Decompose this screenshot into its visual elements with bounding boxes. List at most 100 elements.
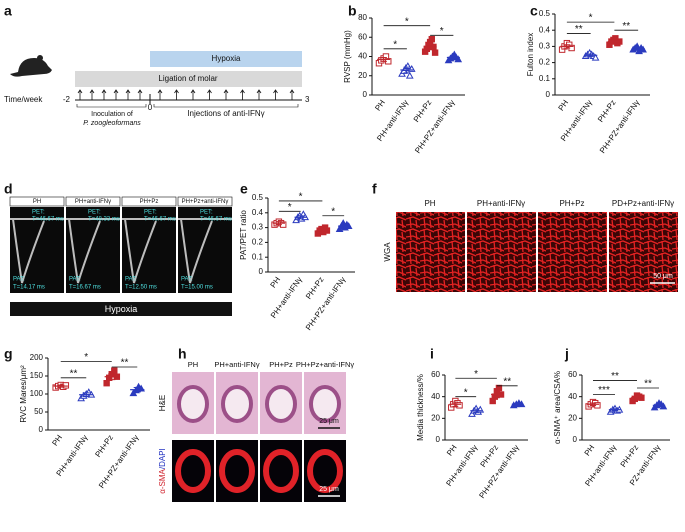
error-bar <box>587 53 594 58</box>
y-tick-label: 50 <box>34 407 43 416</box>
time-tick: -2 <box>63 95 71 104</box>
error-bar <box>589 402 597 407</box>
y-tick-label: 60 <box>358 32 367 41</box>
significance-label: *** <box>598 385 610 396</box>
image-title: PH <box>188 360 198 369</box>
error-bar <box>297 215 304 220</box>
x-tick-label: PH+Pz <box>93 433 115 459</box>
mouse-ear <box>37 55 43 61</box>
y-tick-label: 0.4 <box>539 25 551 34</box>
x-tick-label: PH <box>50 433 64 447</box>
error-bar <box>319 228 326 233</box>
data-point <box>454 55 463 63</box>
ligation-label: Ligation of molar <box>158 74 217 83</box>
data-point <box>468 409 476 417</box>
echo-image <box>10 207 64 293</box>
x-tick-label: PH <box>556 98 570 112</box>
significance-label: * <box>288 202 292 213</box>
hypoxia-bar <box>150 51 302 67</box>
y-tick-label: 40 <box>431 392 440 401</box>
y-tick-label: 0 <box>39 425 44 434</box>
hypoxia-band-label: Hypoxia <box>105 304 138 314</box>
significance-label: ** <box>622 21 630 32</box>
data-point <box>456 402 463 409</box>
significance-label: * <box>331 206 335 217</box>
x-tick-label: PH <box>373 98 387 112</box>
y-tick-label: 0 <box>363 90 368 99</box>
panel-letter: e <box>240 181 248 197</box>
y-tick-label: 100 <box>30 389 44 398</box>
image-title: PH <box>424 199 435 208</box>
data-point <box>428 35 435 43</box>
arrow <box>77 89 83 100</box>
pet-label: PET: <box>144 210 157 216</box>
title-box <box>65 196 121 207</box>
arrow <box>223 89 229 100</box>
y-tick-label: 200 <box>30 353 44 362</box>
pat-label: PAT: <box>181 277 193 283</box>
x-tick-label: PH+Pz <box>412 98 434 124</box>
pat-value: T=15.00 ms <box>181 285 213 291</box>
arrow <box>289 89 295 100</box>
arrow <box>101 89 107 100</box>
arrow <box>256 89 262 100</box>
image-title: PH+anti-IFNγ <box>477 199 525 208</box>
error-bar <box>611 408 619 412</box>
significance-label: * <box>440 26 444 37</box>
y-tick-label: 0 <box>259 267 264 276</box>
he-vessel <box>221 385 253 423</box>
significance-label: * <box>405 16 409 27</box>
scale-label: 25 μm <box>319 418 339 425</box>
significance-label: * <box>84 352 88 363</box>
wga-image <box>396 212 465 292</box>
error-bar <box>403 66 411 74</box>
pet-value: T=46.67 ms <box>144 217 176 223</box>
image-title: PH+Pz <box>559 199 584 208</box>
error-bar <box>426 43 434 51</box>
x-tick-label: PH <box>445 443 459 457</box>
data-point <box>103 380 110 387</box>
y-axis-label: RVC Mares/μm² <box>19 365 28 423</box>
arrow <box>137 89 143 100</box>
pat-value: T=12.50 ms <box>125 285 157 291</box>
panel-letter: a <box>4 3 12 19</box>
y-tick-label: 0.5 <box>539 9 551 18</box>
ligation-bar <box>75 71 302 87</box>
y-tick-label: 0.3 <box>539 42 551 51</box>
data-point <box>111 367 118 374</box>
mouse-icon <box>10 58 52 77</box>
error-bar <box>655 403 663 407</box>
significance-label: * <box>299 192 303 203</box>
he-vessel <box>177 385 209 423</box>
y-tick-label: 150 <box>30 371 44 380</box>
y-tick-label: 0.1 <box>539 74 551 83</box>
wga-image <box>609 212 678 292</box>
y-axis-label: Media thickness/% <box>416 374 425 441</box>
data-point <box>591 53 600 61</box>
bracket <box>76 104 147 108</box>
error-bar <box>493 390 500 399</box>
row-label: α-SMA/DAPI <box>158 448 167 494</box>
y-tick-label: 40 <box>358 52 367 61</box>
hypoxia-band <box>10 302 232 316</box>
y-tick-label: 60 <box>568 370 577 379</box>
error-bar <box>380 56 387 62</box>
error-bar <box>341 224 348 229</box>
panel-letter: i <box>430 346 434 362</box>
pet-value: T=46.67 ms <box>200 217 232 223</box>
error-bar <box>633 395 641 400</box>
arrow <box>240 89 245 100</box>
y-tick-label: 40 <box>568 392 577 401</box>
image-title: PH+Pz <box>269 360 293 369</box>
image-title: PD+Pz+anti-IFNγ <box>612 199 674 208</box>
error-bar <box>82 392 90 398</box>
arrow <box>273 89 278 100</box>
inoculation: P. zoogleoformans <box>83 120 141 127</box>
error-bar <box>563 44 571 49</box>
wga-image <box>538 212 607 292</box>
time-label: Time/week <box>4 95 43 104</box>
error-bar <box>275 221 282 226</box>
fluor-vessel <box>175 449 211 493</box>
